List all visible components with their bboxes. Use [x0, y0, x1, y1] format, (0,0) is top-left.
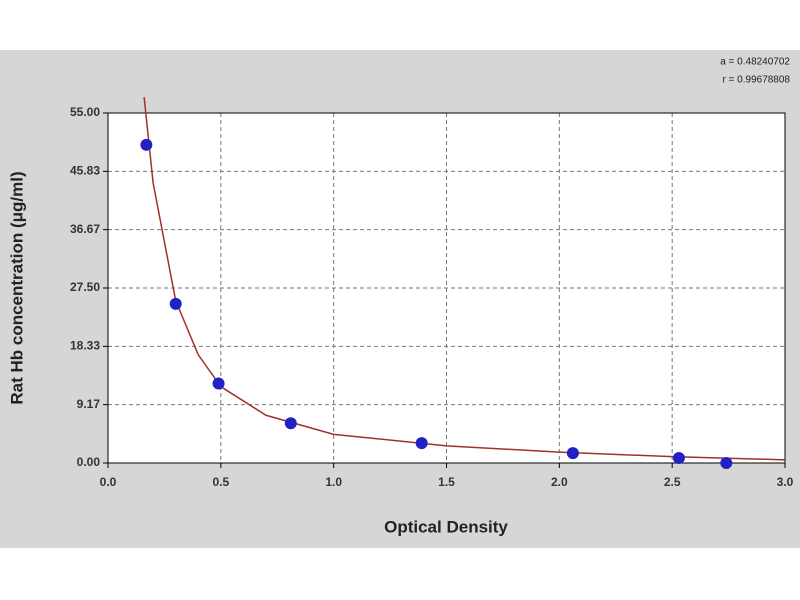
x-tick-label: 2.5	[664, 475, 681, 489]
y-tick-label: 45.83	[70, 164, 100, 178]
annotation: a = 0.48240702	[720, 57, 790, 68]
data-point	[212, 377, 225, 390]
y-axis-label: Rat Hb concentration (μg/ml)	[7, 171, 26, 404]
x-tick-label: 0.5	[212, 475, 229, 489]
data-point	[720, 457, 733, 469]
x-axis-label: Optical Density	[384, 517, 508, 536]
x-tick-label: 1.0	[325, 475, 342, 489]
x-tick-label: 3.0	[777, 475, 794, 489]
y-tick-label: 0.00	[77, 455, 101, 469]
y-tick-label: 27.50	[70, 280, 100, 294]
data-point	[169, 297, 182, 310]
y-tick-label: 18.33	[70, 339, 100, 353]
data-point	[140, 138, 153, 151]
y-tick-label: 36.67	[70, 222, 100, 236]
plot-border	[107, 112, 786, 464]
fit-curve	[143, 97, 786, 461]
y-tick-label: 9.17	[77, 397, 101, 411]
x-tick-label: 1.5	[438, 475, 455, 489]
data-point	[672, 452, 685, 465]
y-tick-label: 55.00	[70, 105, 100, 119]
data-point	[566, 447, 579, 460]
data-point	[284, 417, 297, 430]
x-tick-label: 2.0	[551, 475, 568, 489]
data-point	[415, 437, 428, 450]
annotation: r = 0.99678808	[722, 75, 790, 86]
x-tick-label: 0.0	[100, 475, 117, 489]
